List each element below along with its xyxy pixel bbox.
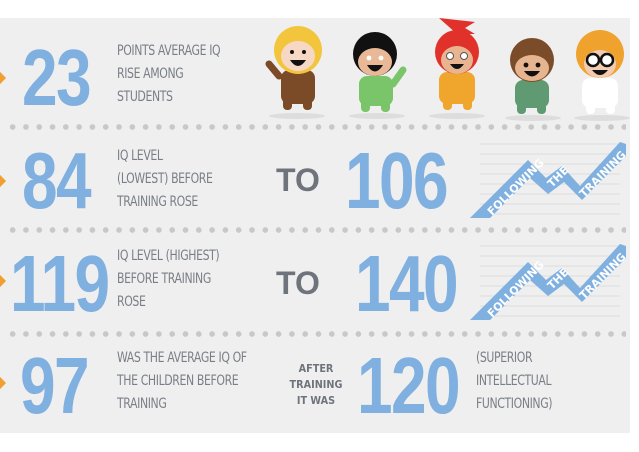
line: TRAINING [289, 378, 343, 391]
line: (SUPERIOR [476, 350, 533, 366]
line: IQ LEVEL [117, 148, 163, 164]
line: BEFORE TRAINING [117, 271, 211, 287]
stat-description: WAS THE AVERAGE IQ OF THE CHILDREN BEFOR… [117, 347, 247, 416]
stat-description: IQ LEVEL (HIGHEST) BEFORE TRAINING ROSE [117, 245, 220, 314]
line: AFTER [298, 362, 334, 375]
rising-ribbon-chart: FOLLOWING THE TRAINING [470, 244, 629, 320]
line: WAS THE AVERAGE IQ OF [117, 350, 247, 366]
rising-ribbon-chart: FOLLOWING THE TRAINING [470, 142, 629, 218]
scientist-kid-icon [574, 30, 630, 121]
line: (LOWEST) BEFORE [117, 171, 213, 187]
line: FUNCTIONING) [476, 396, 553, 412]
line: IQ LEVEL (HIGHEST) [117, 248, 220, 264]
red-hair-kid-icon [429, 18, 485, 119]
line: INTELLECTUAL [476, 373, 552, 389]
stat-description: IQ LEVEL (LOWEST) BEFORE TRAINING ROSE [117, 145, 213, 214]
stat-number: 119 [10, 239, 110, 328]
row-marker [0, 70, 7, 86]
stat-description: POINTS AVERAGE IQ RISE AMONG STUDENTS [117, 40, 221, 109]
line: IT WAS [296, 394, 336, 407]
line: RISE AMONG [117, 66, 184, 82]
line: THE CHILDREN BEFORE [117, 373, 239, 389]
row-marker [0, 273, 7, 289]
blonde-kid-icon [265, 26, 325, 119]
row-marker [0, 173, 7, 189]
brown-hair-kid-icon [505, 38, 561, 121]
line: TRAINING [117, 396, 167, 412]
line: POINTS AVERAGE IQ [117, 43, 221, 59]
black-hair-kid-icon [349, 32, 407, 119]
dotted-divider [6, 226, 626, 234]
connector-to: TO [276, 265, 320, 301]
stat-number: 84 [22, 136, 92, 225]
line: TRAINING ROSE [117, 194, 198, 210]
result-number: 106 [345, 136, 449, 225]
characters-illustration [265, 18, 630, 121]
line: ROSE [117, 294, 146, 310]
ribbon-text: FOLLOWING [485, 258, 547, 320]
connector-after-training: AFTER TRAINING IT WAS [288, 361, 344, 409]
result-number: 120 [357, 341, 461, 430]
connector-to: TO [276, 162, 320, 198]
dotted-divider [6, 123, 626, 131]
result-description: (SUPERIOR INTELLECTUAL FUNCTIONING) [476, 347, 553, 416]
line: STUDENTS [117, 89, 173, 105]
stat-number: 97 [20, 341, 90, 430]
infographic-panel: 23 POINTS AVERAGE IQ RISE AMONG STUDENTS… [0, 18, 630, 433]
stat-number: 23 [22, 33, 92, 122]
row-marker [0, 375, 7, 391]
dotted-divider [6, 330, 626, 338]
result-number: 140 [355, 239, 459, 328]
ribbon-text: FOLLOWING [485, 156, 547, 218]
